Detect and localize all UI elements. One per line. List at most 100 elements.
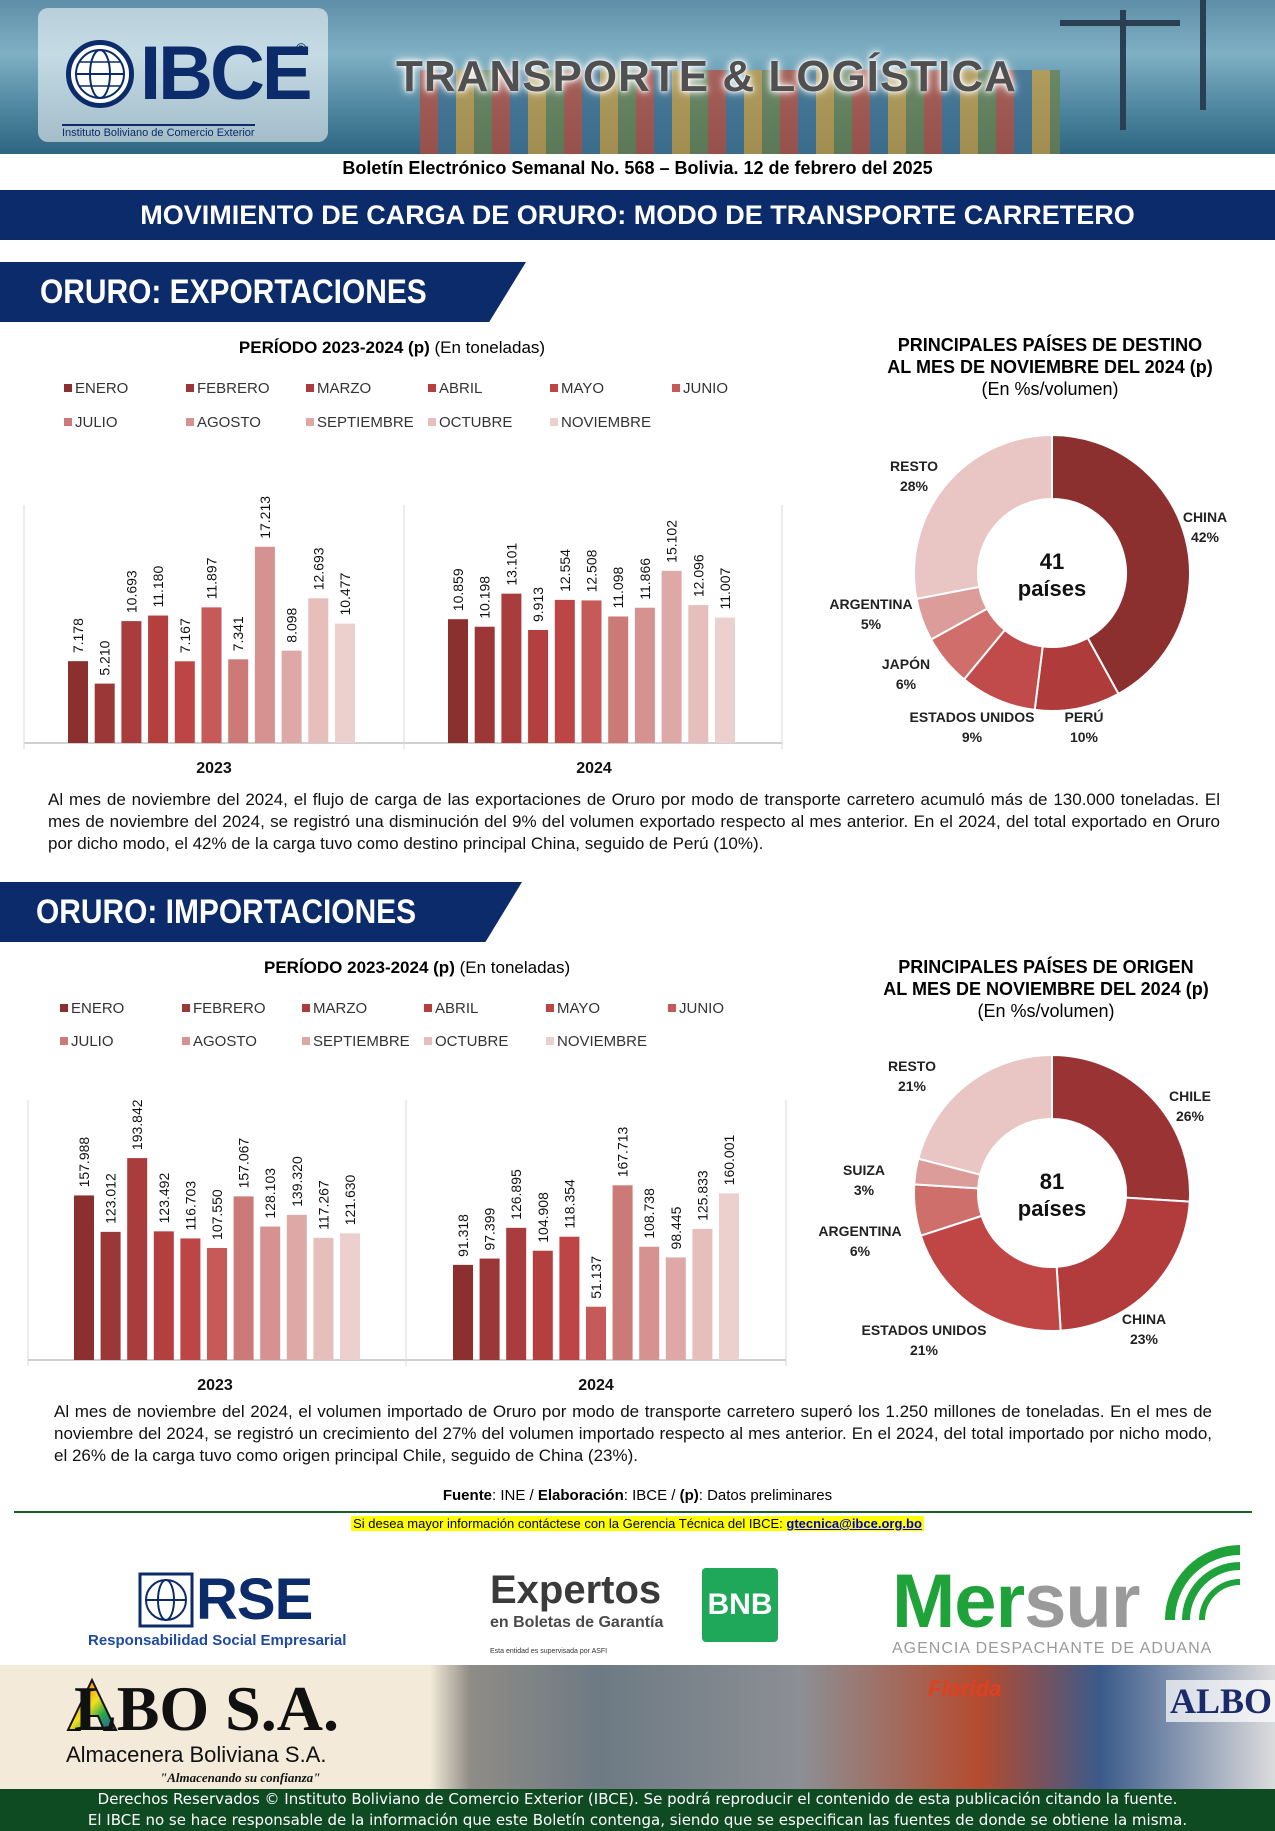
bar bbox=[74, 1195, 94, 1360]
registered-mark: ® bbox=[296, 40, 307, 56]
bar-value-label: 10.693 bbox=[123, 570, 139, 613]
legend-label: NOVIEMBRE bbox=[557, 1033, 648, 1050]
legend-swatch bbox=[60, 1004, 68, 1012]
legend-item: MAYO bbox=[546, 1000, 600, 1018]
bar bbox=[127, 1158, 148, 1360]
bnb-regulator-note: Esta entidad es supervisada por ASFI bbox=[490, 1648, 608, 1655]
bar bbox=[528, 629, 549, 743]
legend-label: ABRIL bbox=[439, 380, 483, 397]
legend-swatch bbox=[186, 384, 194, 392]
main-title: MOVIMIENTO DE CARGA DE ORURO: MODO DE TR… bbox=[0, 190, 1275, 240]
legend-label: ENERO bbox=[71, 1000, 125, 1017]
legend-item: ENERO bbox=[60, 1000, 124, 1018]
import-chart-title-unit: (En toneladas) bbox=[459, 958, 571, 977]
globe-icon bbox=[66, 40, 134, 108]
divider bbox=[14, 1511, 1252, 1513]
footer-line-1: Derechos Reservados © Instituto Bolivian… bbox=[97, 1790, 1178, 1808]
florida-sign: Florida bbox=[928, 1676, 1002, 1701]
export-summary-paragraph: Al mes de noviembre del 2024, el flujo d… bbox=[48, 790, 1220, 853]
legend-swatch bbox=[424, 1037, 432, 1045]
donut-percent-label: 21% bbox=[910, 1342, 939, 1358]
bar-value-label: 10.859 bbox=[450, 568, 466, 611]
legend-item: OCTUBRE bbox=[428, 414, 512, 432]
legend-label: NOVIEMBRE bbox=[561, 414, 652, 431]
legend-swatch bbox=[306, 384, 314, 392]
bar bbox=[559, 1236, 580, 1360]
bar-value-label: 13.101 bbox=[503, 543, 519, 586]
donut-percent-label: 42% bbox=[1191, 529, 1220, 545]
legend-label: AGOSTO bbox=[193, 1033, 257, 1050]
legend-swatch bbox=[182, 1037, 190, 1045]
legend-label: JULIO bbox=[71, 1033, 114, 1050]
export-donut-title-line1: PRINCIPALES PAÍSES DE DESTINO bbox=[897, 335, 1203, 355]
bar bbox=[335, 623, 355, 743]
contact-email-link[interactable]: gtecnica@ibce.org.bo bbox=[786, 1516, 922, 1531]
donut-percent-label: 21% bbox=[898, 1078, 927, 1094]
donut-percent-label: 9% bbox=[962, 729, 983, 745]
bar bbox=[148, 615, 169, 743]
bar bbox=[260, 1226, 281, 1360]
donut-center-label: países bbox=[1018, 576, 1087, 601]
bar bbox=[612, 1185, 633, 1360]
import-chart-title-bold: PERÍODO 2023-2024 (p) bbox=[264, 958, 455, 977]
elaboration-value: : IBCE / bbox=[623, 1487, 680, 1504]
legend-swatch bbox=[546, 1037, 554, 1045]
legend-label: SEPTIEMBRE bbox=[317, 414, 414, 431]
legend-label: FEBRERO bbox=[193, 1000, 266, 1017]
legend-label: MARZO bbox=[317, 380, 372, 397]
bar bbox=[448, 619, 468, 743]
legend-item: MARZO bbox=[306, 380, 371, 398]
legend-swatch bbox=[306, 418, 314, 426]
donut-percent-label: 5% bbox=[861, 616, 882, 632]
donut-percent-label: 3% bbox=[854, 1182, 875, 1198]
bnb-sponsor-logo[interactable]: Expertos en Boletas de Garantía BNB Esta… bbox=[488, 1564, 788, 1664]
legend-label: MAYO bbox=[557, 1000, 601, 1017]
donut-center-count: 81 bbox=[1040, 1169, 1064, 1194]
legend-item: MARZO bbox=[302, 1000, 367, 1018]
mersur-sponsor-logo[interactable]: Mersur AGENCIA DESPACHANTE DE ADUANA bbox=[890, 1540, 1270, 1665]
bar bbox=[68, 661, 88, 743]
legend-item: AGOSTO bbox=[182, 1033, 257, 1051]
legend-item: ENERO bbox=[64, 380, 128, 398]
bar bbox=[100, 1231, 121, 1360]
bar-value-label: 123.492 bbox=[156, 1173, 172, 1224]
bar-value-label: 11.897 bbox=[204, 557, 220, 599]
legend-swatch bbox=[186, 418, 194, 426]
footer-line-2: El IBCE no se hace responsable de la inf… bbox=[87, 1811, 1188, 1829]
rse-sponsor-logo[interactable]: RSE Responsabilidad Social Empresarial bbox=[86, 1552, 386, 1662]
source-label: Fuente bbox=[442, 1487, 493, 1504]
mersur-wordmark-green: Mer bbox=[892, 1559, 1025, 1644]
legend-label: MARZO bbox=[313, 1000, 368, 1017]
legend-swatch bbox=[546, 1004, 554, 1012]
bar-value-label: 157.988 bbox=[76, 1137, 92, 1188]
albo-subtitle: Almacenera Boliviana S.A. bbox=[66, 1742, 327, 1767]
bar-value-label: 12.508 bbox=[584, 549, 600, 592]
rse-subtitle: Responsabilidad Social Empresarial bbox=[88, 1632, 347, 1649]
bar-value-label: 7.341 bbox=[230, 616, 246, 651]
legend-item: SEPTIEMBRE bbox=[302, 1033, 410, 1051]
donut-percent-label: 28% bbox=[900, 478, 929, 494]
bar-value-label: 167.713 bbox=[615, 1126, 631, 1177]
bar bbox=[581, 600, 602, 743]
bar bbox=[233, 1196, 254, 1360]
legend-item: JULIO bbox=[64, 414, 118, 432]
bar bbox=[506, 1227, 527, 1360]
crane-decoration bbox=[1060, 20, 1180, 26]
bar-value-label: 98.445 bbox=[668, 1206, 684, 1249]
bar-value-label: 126.895 bbox=[508, 1169, 524, 1220]
albo-sign: ALBO bbox=[1166, 1680, 1275, 1722]
legend-item: JULIO bbox=[60, 1033, 114, 1051]
bar-value-label: 160.001 bbox=[721, 1135, 737, 1186]
bar bbox=[313, 1237, 334, 1360]
bar-value-label: 123.012 bbox=[103, 1173, 119, 1224]
bar-value-label: 125.833 bbox=[694, 1170, 710, 1221]
crane-decoration bbox=[1200, 0, 1206, 110]
section-title-exports: ORURO: EXPORTACIONES bbox=[0, 262, 526, 322]
import-donut-title-line1: PRINCIPALES PAÍSES DE ORIGEN bbox=[898, 957, 1194, 977]
albo-banner-photo[interactable] bbox=[0, 1665, 1275, 1789]
bar-value-label: 157.067 bbox=[236, 1138, 252, 1189]
legend-swatch bbox=[428, 418, 436, 426]
bar bbox=[180, 1238, 201, 1360]
bulletin-line: Boletín Electrónico Semanal No. 568 – Bo… bbox=[342, 158, 933, 178]
bar bbox=[281, 650, 302, 743]
